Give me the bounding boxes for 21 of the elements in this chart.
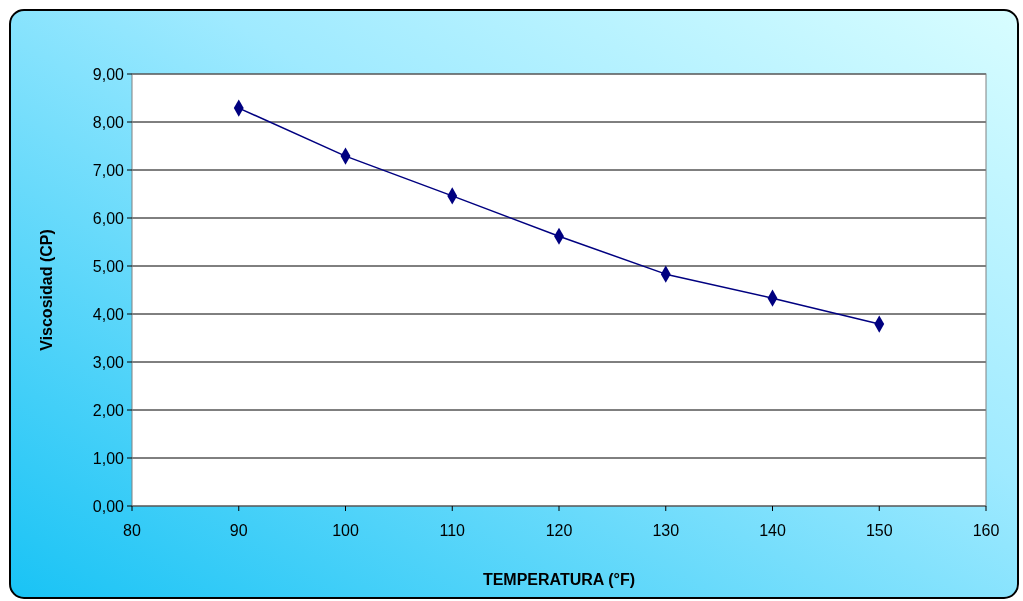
y-tick-label: 5,00 bbox=[92, 257, 125, 275]
x-tick-label: 100 bbox=[332, 522, 359, 539]
x-tick-label: 160 bbox=[972, 522, 1000, 539]
x-tick-label: 90 bbox=[229, 522, 248, 539]
y-axis-title: Viscosidad (CP) bbox=[38, 229, 55, 351]
y-tick-label: 7,00 bbox=[92, 161, 125, 179]
y-tick-label: 8,00 bbox=[92, 113, 125, 131]
x-axis-title: TEMPERATURA (°F) bbox=[482, 571, 636, 588]
y-tick-label: 6,00 bbox=[92, 209, 125, 227]
x-tick-label: 150 bbox=[865, 522, 893, 539]
y-tick-label: 2,00 bbox=[92, 401, 125, 419]
y-tick-label: 1,00 bbox=[92, 449, 125, 467]
y-tick-label: 9,00 bbox=[92, 65, 125, 83]
x-tick-label: 120 bbox=[545, 522, 573, 539]
y-tick-label: 4,00 bbox=[92, 305, 125, 323]
y-tick-label: 3,00 bbox=[92, 353, 125, 371]
y-tick-label: 0,00 bbox=[92, 497, 125, 515]
x-tick-label: 80 bbox=[123, 522, 141, 539]
x-tick-label: 110 bbox=[439, 522, 466, 539]
x-tick-label: 140 bbox=[759, 522, 786, 539]
x-tick-label: 130 bbox=[652, 522, 680, 539]
